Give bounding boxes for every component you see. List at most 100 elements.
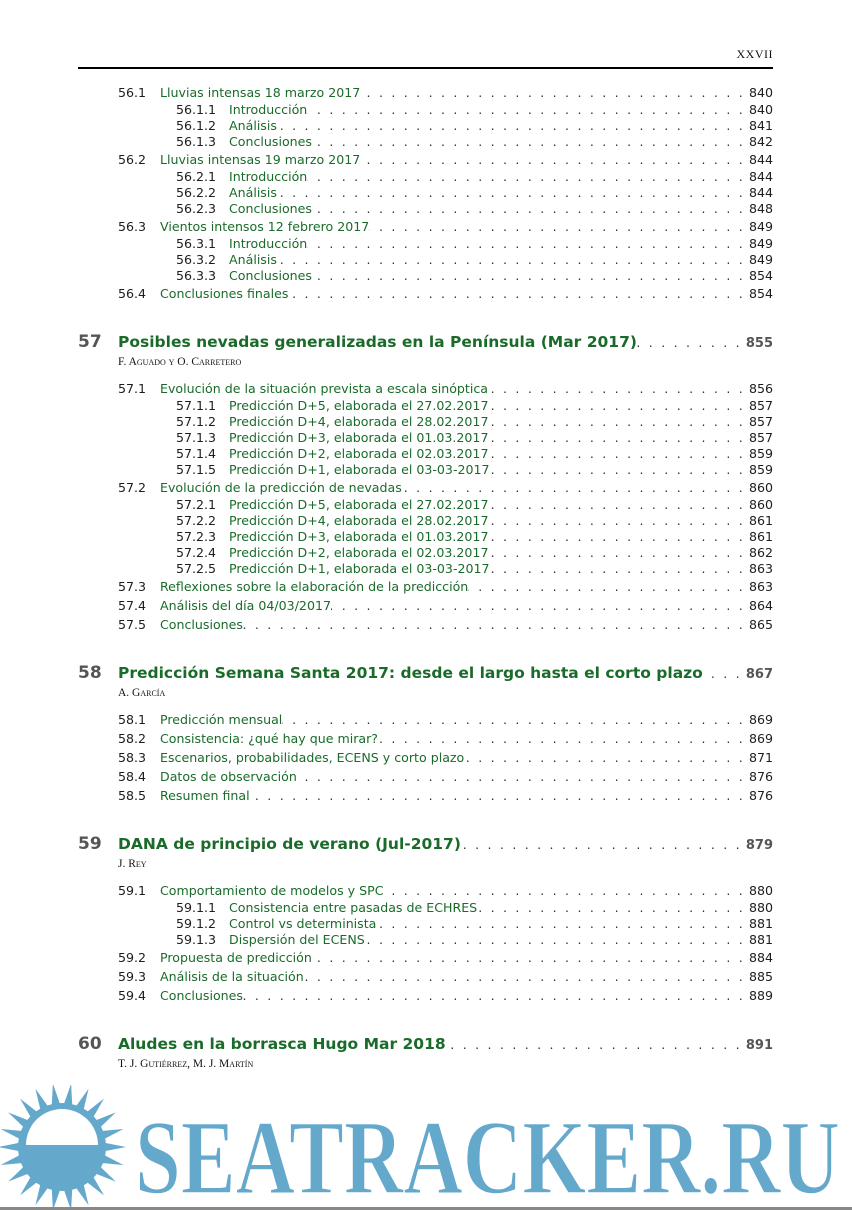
entry-title[interactable]: Reflexiones sobre la elaboración de la p… [160, 579, 469, 594]
entry-title[interactable]: Predicción D+3, elaborada el 01.03.2017 [229, 430, 489, 445]
entry-page: 854 [748, 286, 773, 301]
toc-sub-entry[interactable]: 56.1.2 Análisis. . . . . . . . . . . . . … [78, 118, 773, 134]
entry-title[interactable]: Posibles nevadas generalizadas en la Pen… [118, 333, 637, 351]
entry-title[interactable]: Comportamiento de modelos y SPC [160, 883, 384, 898]
entry-title[interactable]: Evolución de la situación prevista a esc… [160, 381, 489, 396]
entry-title[interactable]: Conclusiones finales [160, 286, 289, 301]
toc-section-entry[interactable]: 59.3 Análisis de la situación. . . . . . … [78, 967, 773, 986]
toc-sub-entry[interactable]: 57.1.3 Predicción D+3, elaborada el 01.03… [78, 430, 773, 446]
toc-sub-entry[interactable]: 57.1.5 Predicción D+1, elaborada el 03-03… [78, 462, 773, 478]
entry-title[interactable]: DANA de principio de verano (Jul-2017) [118, 835, 461, 853]
entry-title[interactable]: Vientos intensos 12 febrero 2017 [160, 219, 370, 234]
entry-title[interactable]: Predicción D+5, elaborada el 27.02.2017 [229, 398, 489, 413]
entry-title[interactable]: Conclusiones [229, 134, 312, 149]
toc-section-entry[interactable]: 57.2 Evolución de la predicción de nevada… [78, 478, 773, 497]
entry-number: 58.3 [118, 750, 147, 765]
entry-title[interactable]: Predicción D+4, elaborada el 28.02.2017 [229, 513, 489, 528]
entry-title[interactable]: Introducción [229, 236, 308, 251]
dot-leader: . . . . . . . . . . . . . . . . . . . . … [488, 497, 745, 512]
toc-sub-entry[interactable]: 57.1.1 Predicción D+5, elaborada el 27.02… [78, 398, 773, 414]
toc-section-entry[interactable]: 59.2 Propuesta de predicción. . . . . . .… [78, 948, 773, 967]
entry-number: 60 [78, 1034, 102, 1054]
toc-sub-entry[interactable]: 57.2.1 Predicción D+5, elaborada el 27.02… [78, 497, 773, 513]
dot-leader: . . . . . . . . . . . . . . . . . . . . … [277, 252, 745, 267]
toc-sub-entry[interactable]: 56.2.1 Introducción. . . . . . . . . . . … [78, 169, 773, 185]
toc-chapter-entry[interactable]: 58 Predicción Semana Santa 2017: desde el… [78, 662, 773, 684]
entry-title[interactable]: Escenarios, probabilidades, ECENS y cort… [160, 750, 465, 765]
entry-title[interactable]: Conclusiones [160, 988, 243, 1003]
toc-section-entry[interactable]: 58.5 Resumen final. . . . . . . . . . . .… [78, 786, 773, 805]
toc-sub-entry[interactable]: 57.1.2 Predicción D+4, elaborada el 28.02… [78, 414, 773, 430]
toc-section-entry[interactable]: 58.4 Datos de observación. . . . . . . . … [78, 767, 773, 786]
entry-title[interactable]: Consistencia: ¿qué hay que mirar? [160, 731, 378, 746]
entry-title[interactable]: Análisis [229, 252, 277, 267]
entry-title[interactable]: Conclusiones [229, 268, 312, 283]
toc-chapter-entry[interactable]: 59 DANA de principio de verano (Jul-2017)… [78, 833, 773, 855]
toc-sub-entry[interactable]: 56.2.2 Análisis. . . . . . . . . . . . . … [78, 185, 773, 201]
entry-page: 841 [748, 118, 773, 133]
entry-number: 59.4 [118, 988, 147, 1003]
entry-title[interactable]: Introducción [229, 169, 308, 184]
entry-title[interactable]: Consistencia entre pasadas de ECHRES [229, 900, 478, 915]
entry-title[interactable]: Análisis [229, 185, 277, 200]
toc-chapter-entry[interactable]: 60 Aludes en la borrasca Hugo Mar 2018. .… [78, 1033, 773, 1055]
toc-sub-entry[interactable]: 56.3.3 Conclusiones. . . . . . . . . . . … [78, 268, 773, 284]
dot-leader: . . . . . . . . . . . . . . . . . . . . … [488, 398, 745, 413]
toc-sub-entry[interactable]: 56.3.2 Análisis. . . . . . . . . . . . . … [78, 252, 773, 268]
toc-section-entry[interactable]: 56.2 Lluvias intensas 19 marzo 2017. . . … [78, 150, 773, 169]
entry-title[interactable]: Análisis de la situación [160, 969, 304, 984]
entry-title[interactable]: Predicción D+4, elaborada el 28.02.2017 [229, 414, 489, 429]
entry-title[interactable]: Propuesta de predicción [160, 950, 312, 965]
entry-title[interactable]: Introducción [229, 102, 308, 117]
entry-page: 884 [748, 950, 773, 965]
toc-sub-entry[interactable]: 56.2.3 Conclusiones. . . . . . . . . . . … [78, 201, 773, 217]
entry-title[interactable]: Predicción Semana Santa 2017: desde el l… [118, 664, 703, 682]
entry-title[interactable]: Datos de observación [160, 769, 297, 784]
entry-title[interactable]: Evolución de la predicción de nevadas [160, 480, 402, 495]
toc-sub-entry[interactable]: 57.2.2 Predicción D+4, elaborada el 28.02… [78, 513, 773, 529]
toc-section-entry[interactable]: 58.1 Predicción mensual. . . . . . . . . … [78, 710, 773, 729]
toc-section-entry[interactable]: 58.3 Escenarios, probabilidades, ECENS y … [78, 748, 773, 767]
toc-sub-entry[interactable]: 57.2.5 Predicción D+1, elaborada el 03-03… [78, 561, 773, 577]
toc-section-entry[interactable]: 57.3 Reflexiones sobre la elaboración de … [78, 577, 773, 596]
toc-section-entry[interactable]: 57.5 Conclusiones. . . . . . . . . . . . … [78, 615, 773, 634]
toc-section-entry[interactable]: 56.3 Vientos intensos 12 febrero 2017. . … [78, 217, 773, 236]
entry-title[interactable]: Resumen final [160, 788, 250, 803]
toc-sub-entry[interactable]: 57.2.3 Predicción D+3, elaborada el 01.03… [78, 529, 773, 545]
entry-title[interactable]: Predicción D+1, elaborada el 03-03-2017 [229, 561, 490, 576]
entry-title[interactable]: Análisis [229, 118, 277, 133]
entry-title[interactable]: Predicción D+5, elaborada el 27.02.2017 [229, 497, 489, 512]
entry-title[interactable]: Análisis del día 04/03/2017 [160, 598, 331, 613]
toc-section-entry[interactable]: 59.4 Conclusiones. . . . . . . . . . . . … [78, 986, 773, 1005]
toc-section-entry[interactable]: 56.1 Lluvias intensas 18 marzo 2017. . . … [78, 83, 773, 102]
toc-sub-entry[interactable]: 56.1.3 Conclusiones. . . . . . . . . . . … [78, 134, 773, 150]
toc-chapter-entry[interactable]: 57 Posibles nevadas generalizadas en la P… [78, 331, 773, 353]
entry-title[interactable]: Predicción D+2, elaborada el 02.03.2017 [229, 545, 489, 560]
entry-number: 56.1 [118, 85, 147, 100]
chapter-authors: F. Aguado y O. Carretero [118, 356, 242, 368]
entry-title[interactable]: Lluvias intensas 19 marzo 2017 [160, 152, 361, 167]
entry-title[interactable]: Control vs determinista [229, 916, 377, 931]
toc-section-entry[interactable]: 57.1 Evolución de la situación prevista a… [78, 379, 773, 398]
toc-section-entry[interactable]: 59.1 Comportamiento de modelos y SPC. . .… [78, 881, 773, 900]
toc-sub-entry[interactable]: 57.2.4 Predicción D+2, elaborada el 02.03… [78, 545, 773, 561]
toc-sub-entry[interactable]: 57.1.4 Predicción D+2, elaborada el 02.03… [78, 446, 773, 462]
toc-sub-entry[interactable]: 59.1.2 Control vs determinista. . . . . .… [78, 916, 773, 932]
toc-section-entry[interactable]: 57.4 Análisis del día 04/03/2017. . . . .… [78, 596, 773, 615]
entry-title[interactable]: Predicción D+2, elaborada el 02.03.2017 [229, 446, 489, 461]
entry-title[interactable]: Dispersión del ECENS [229, 932, 365, 947]
entry-title[interactable]: Conclusiones [229, 201, 312, 216]
entry-title[interactable]: Predicción D+3, elaborada el 01.03.2017 [229, 529, 489, 544]
toc-sub-entry[interactable]: 59.1.3 Dispersión del ECENS. . . . . . . … [78, 932, 773, 948]
toc-section-entry[interactable]: 56.4 Conclusiones finales. . . . . . . . … [78, 284, 773, 303]
entry-title[interactable]: Aludes en la borrasca Hugo Mar 2018 [118, 1035, 446, 1053]
toc-sub-entry[interactable]: 56.1.1 Introducción. . . . . . . . . . . … [78, 102, 773, 118]
entry-title[interactable]: Predicción mensual [160, 712, 283, 727]
entry-title[interactable]: Conclusiones [160, 617, 243, 632]
entry-title[interactable]: Lluvias intensas 18 marzo 2017 [160, 85, 361, 100]
entry-number: 56.1.2 [176, 118, 217, 133]
toc-sub-entry[interactable]: 56.3.1 Introducción. . . . . . . . . . . … [78, 236, 773, 252]
toc-sub-entry[interactable]: 59.1.1 Consistencia entre pasadas de ECHR… [78, 900, 773, 916]
toc-section-entry[interactable]: 58.2 Consistencia: ¿qué hay que mirar?. .… [78, 729, 773, 748]
entry-title[interactable]: Predicción D+1, elaborada el 03-03-2017 [229, 462, 490, 477]
